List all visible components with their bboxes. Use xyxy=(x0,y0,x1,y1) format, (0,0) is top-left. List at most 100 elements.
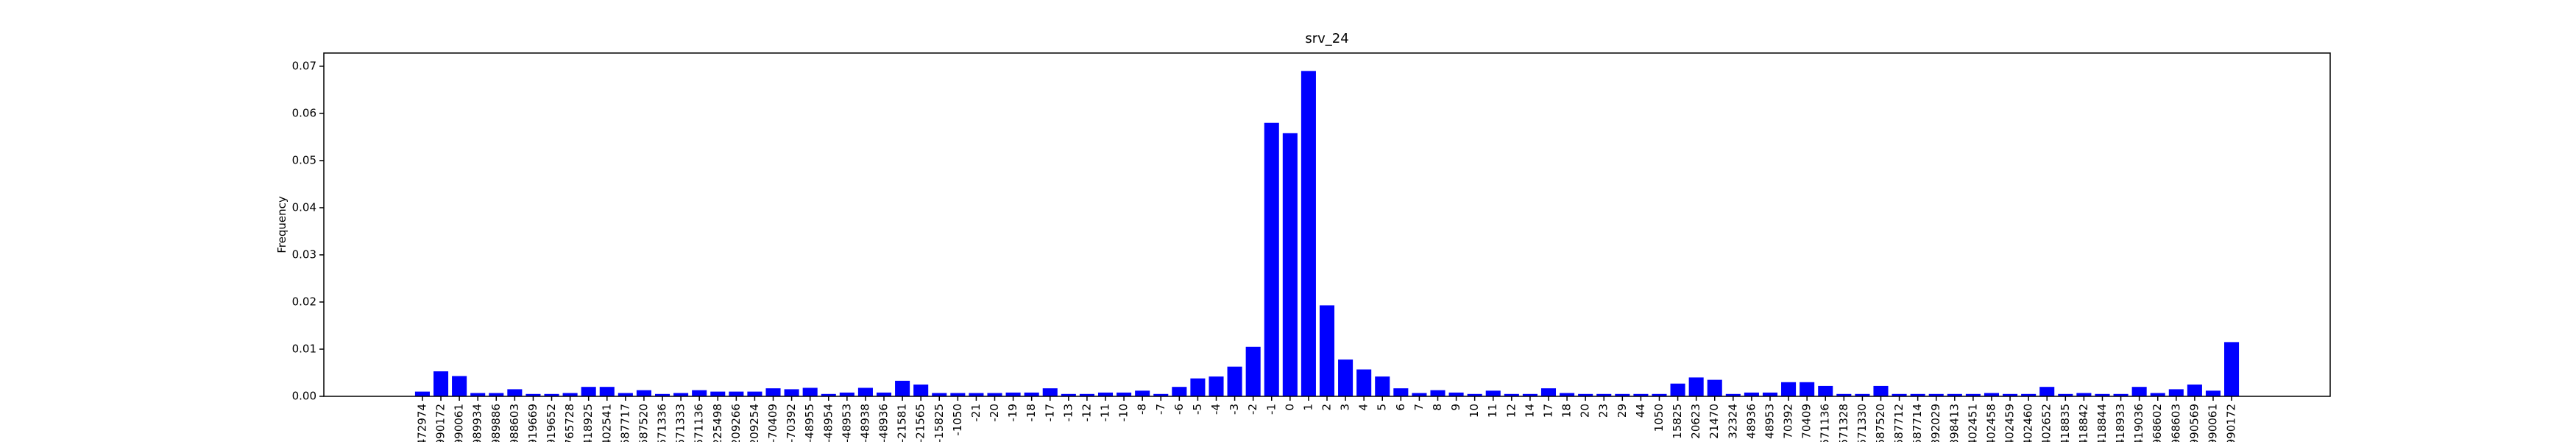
bar xyxy=(2076,393,2092,396)
bar xyxy=(673,393,689,396)
bar xyxy=(1800,382,1815,396)
bar xyxy=(1910,393,1925,396)
x-tick-label: 402458 xyxy=(1984,404,1998,442)
x-tick-label: -7 xyxy=(1154,404,1167,415)
x-tick-label: 419036 xyxy=(2132,404,2145,442)
bar xyxy=(2187,384,2202,396)
x-tick-label: 418925 xyxy=(581,404,595,442)
x-tick-label: 990172 xyxy=(2225,404,2238,442)
bar xyxy=(1079,393,1094,396)
x-tick-label: 6 xyxy=(1394,404,1407,411)
bar xyxy=(1190,378,1206,396)
x-tick-label: 402459 xyxy=(2003,404,2017,442)
x-tick-label: 9 xyxy=(1449,404,1462,411)
x-tick-label: 32324 xyxy=(1726,404,1739,439)
bar xyxy=(1892,393,1907,396)
bar xyxy=(1485,390,1501,396)
bar xyxy=(1412,393,1427,396)
x-tick-label: 587712 xyxy=(1892,404,1906,442)
x-tick-label: 402451 xyxy=(1966,404,1979,442)
bar xyxy=(1707,379,1722,396)
y-tick-label: 0.07 xyxy=(292,59,316,72)
x-tick-label: -4 xyxy=(1209,404,1222,415)
x-tick-label: -3 xyxy=(1228,404,1241,415)
y-tick-label: 0.06 xyxy=(292,106,316,119)
bar xyxy=(654,393,670,396)
x-tick-label: -17 xyxy=(1043,404,1056,422)
x-tick-label: 398413 xyxy=(1947,404,1961,442)
x-tick-label: 1050 xyxy=(1652,404,1666,432)
x-tick-label: -11 xyxy=(1099,404,1112,422)
x-tick-label: -6 xyxy=(1172,404,1186,415)
x-tick-label: -21565 xyxy=(914,404,927,442)
x-tick-label: -70409 xyxy=(766,404,779,442)
x-tick-label: -2 xyxy=(1246,404,1259,415)
bar xyxy=(1836,393,1852,396)
bar xyxy=(1319,305,1335,396)
x-tick-label: 571336 xyxy=(656,404,669,442)
x-tick-label: 11 xyxy=(1486,404,1499,418)
x-tick-label: 2 xyxy=(1320,404,1334,411)
x-tick-label: 571333 xyxy=(674,404,687,442)
bar xyxy=(1596,393,1612,396)
bar xyxy=(2021,393,2037,396)
bar xyxy=(433,371,449,396)
bar xyxy=(784,389,799,396)
x-tick-label: 7 xyxy=(1412,404,1426,411)
bar xyxy=(2224,342,2240,396)
bar xyxy=(1172,387,1187,396)
x-tick-label: -1050 xyxy=(951,404,964,436)
x-tick-label: -5 xyxy=(1191,404,1204,415)
x-tick-label: 571136 xyxy=(1819,404,1832,442)
bar xyxy=(1005,392,1021,396)
bar xyxy=(2003,393,2018,396)
bar xyxy=(2131,387,2147,396)
bar xyxy=(1338,359,1354,396)
bar xyxy=(692,390,707,396)
x-tick-label: 225498 xyxy=(711,404,724,442)
bar xyxy=(1744,392,1759,396)
bar xyxy=(2113,393,2129,396)
x-tick-label: 402541 xyxy=(600,404,613,442)
x-tick-label: 989886 xyxy=(489,404,503,442)
bar xyxy=(1061,393,1076,396)
x-tick-label: -48955 xyxy=(803,404,816,442)
x-tick-label: 392029 xyxy=(1929,404,1942,442)
x-tick-label: 3 xyxy=(1339,404,1352,411)
x-tick-label: -13 xyxy=(1061,404,1075,422)
bar xyxy=(618,393,633,396)
bar xyxy=(1578,393,1593,396)
bar xyxy=(1855,393,1870,396)
bar xyxy=(1393,388,1409,396)
bar xyxy=(1117,392,1132,396)
y-tick-label: 0.01 xyxy=(292,342,316,355)
x-tick-label: 919652 xyxy=(545,404,558,442)
x-tick-label: 990061 xyxy=(2206,404,2219,442)
bar xyxy=(1282,133,1298,397)
x-tick-label: 418842 xyxy=(2077,404,2090,442)
bar xyxy=(839,392,854,396)
plot-frame xyxy=(323,52,2331,397)
x-tick-label: 0 xyxy=(1283,404,1296,411)
bar xyxy=(821,393,836,396)
bar xyxy=(895,380,910,396)
bar xyxy=(1042,388,1058,396)
x-tick-label: 15825 xyxy=(1671,404,1684,439)
bar xyxy=(1928,393,1944,396)
bar xyxy=(857,387,873,396)
x-tick-label: -70392 xyxy=(785,404,798,442)
x-tick-label: 968602 xyxy=(2151,404,2164,442)
x-tick-label: 587714 xyxy=(1911,404,1924,442)
x-tick-label: 571136 xyxy=(693,404,706,442)
x-tick-label: 988603 xyxy=(508,404,521,442)
x-tick-label: -1 xyxy=(1264,404,1278,415)
x-tick-label: 402460 xyxy=(2022,404,2035,442)
x-tick-label: 1 xyxy=(1301,404,1314,411)
bar xyxy=(876,392,892,396)
x-tick-label: 21470 xyxy=(1708,404,1721,439)
x-tick-label: -10 xyxy=(1117,404,1130,422)
x-tick-label: 23 xyxy=(1597,404,1610,418)
bar xyxy=(1301,71,1316,397)
x-tick-label: 571330 xyxy=(1855,404,1869,442)
